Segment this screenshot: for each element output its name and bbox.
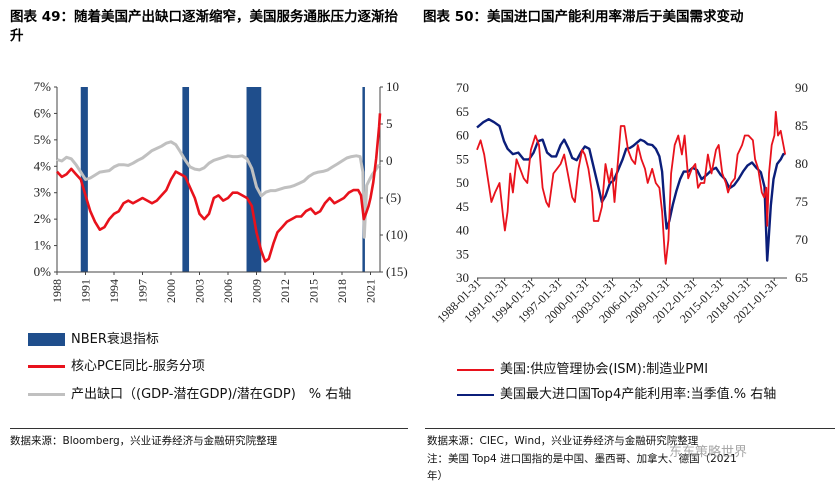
left-y-tick-label: 70: [456, 80, 469, 95]
output-gap-swatch: [28, 393, 65, 396]
x-tick-label: 1988: [50, 279, 64, 303]
left-y-tick-label: 65: [456, 104, 469, 119]
left-y-tick-label: 2%: [34, 211, 52, 226]
right-source-line1: 数据来源：CIEC，Wind，兴业证券经济与金融研究院整理: [427, 435, 699, 447]
x-tick-label: 2012: [278, 279, 292, 303]
x-tick-label: 1997: [136, 279, 150, 303]
pmi-swatch: [457, 368, 494, 371]
output-gap-line: [56, 140, 381, 239]
legend-core-pce-label: 核心PCE同比-服务分项: [71, 359, 205, 374]
legend-pmi-label: 美国:供应管理协会(ISM):制造业PMI: [500, 362, 709, 377]
left-y-tick-label: 35: [456, 246, 469, 261]
left-chart-title: 图表 49：随着美国产出缺口逐渐缩窄，美国服务通胀压力逐渐抬升: [10, 9, 398, 44]
right-y-tick-label: 70: [795, 232, 808, 247]
right-divider: [425, 428, 835, 429]
core-pce-swatch: [28, 365, 65, 368]
right-y-tick-label: (15): [386, 264, 408, 279]
legend-pmi: 美国:供应管理协会(ISM):制造业PMI: [457, 360, 708, 380]
core-pce-line: [56, 113, 382, 263]
left-y-tick-label: 40: [456, 223, 469, 238]
left-y-tick-label: 50: [456, 175, 469, 190]
x-tick-label: 2000: [164, 279, 178, 303]
right-y-tick-label: (5): [386, 190, 401, 205]
right-chart-svg: 3035404550556065706570758085901988-01-31…: [434, 80, 808, 326]
left-y-tick-label: 60: [456, 128, 469, 143]
x-tick-label: 2003: [193, 279, 207, 303]
left-y-tick-label: 6%: [34, 105, 52, 120]
right-y-tick-label: 10: [386, 79, 399, 94]
x-tick-label: 2021: [364, 279, 378, 303]
left-y-tick-label: 5%: [34, 132, 52, 147]
x-tick-label: 2009: [250, 279, 264, 303]
legend-nber: NBER衰退指标: [28, 330, 159, 350]
left-chart-panel: 图表 49：随着美国产出缺口逐渐缩窄，美国服务通胀压力逐渐抬升 0% 1% 2% 3%…: [0, 0, 410, 495]
left-y-tick-label: 45: [456, 199, 469, 214]
legend-output-gap: 产出缺口（(GDP-潜在GDP)/潜在GDP) % 右轴: [28, 385, 351, 405]
left-y-tick-label: 3%: [34, 185, 52, 200]
left-y-tick-label: 4%: [34, 158, 52, 173]
right-y-tick-label: 75: [795, 194, 808, 209]
left-y-tick-label: 55: [456, 151, 469, 166]
watermark: 东东策略世界: [669, 445, 748, 460]
right-y-tick-label: 65: [795, 270, 808, 285]
right-source-line2: 注：美国 Top4 进口国指的是中国、墨西哥、加拿大、德国（2021: [427, 453, 737, 465]
right-y-tick-label: 80: [795, 156, 808, 171]
left-chart-svg: 0% 1% 2% 3% 4% 5% 6% 7% (15) (10) (5) 0 5 10 1988 1991 1…: [34, 79, 408, 303]
pmi-line: [476, 110, 787, 265]
x-tick-label: 2018: [335, 279, 349, 303]
right-chart-title: 图表 50：美国进口国产能利用率滞后于美国需求变动: [423, 9, 744, 25]
left-y-tick-label: 7%: [34, 79, 52, 94]
right-y-tick-label: (10): [386, 227, 408, 242]
right-source-line3: 年）: [427, 470, 448, 482]
legend-nber-label: NBER衰退指标: [71, 332, 159, 347]
right-chart-panel: 图表 50：美国进口国产能利用率滞后于美国需求变动 30 35 40 45 50 55 60…: [421, 0, 838, 495]
capacity-utilization-line: [476, 117, 786, 262]
legend-capacity: 美国最大进口国Top4产能利用率:当季值.% 右轴: [457, 385, 776, 405]
x-tick-label: 1991: [79, 279, 93, 303]
left-y-tick-label: 1%: [34, 238, 52, 253]
x-tick-label: 2006: [221, 279, 235, 303]
left-source: 数据来源：Bloomberg，兴业证券经济与金融研究院整理: [10, 435, 278, 447]
nber-swatch: [28, 333, 65, 346]
x-tick-label: 1994: [107, 279, 121, 303]
right-y-tick-label: 85: [795, 118, 808, 133]
capacity-swatch: [457, 393, 494, 396]
left-y-tick-label: 0%: [34, 264, 52, 279]
legend-core-pce: 核心PCE同比-服务分项: [28, 357, 205, 377]
x-tick-label: 2015: [307, 279, 321, 303]
right-y-tick-label: 0: [386, 153, 393, 168]
left-y-tick-label: 30: [456, 270, 469, 285]
legend-capacity-label: 美国最大进口国Top4产能利用率:当季值.% 右轴: [500, 387, 777, 402]
right-y-tick-label: 5: [386, 116, 393, 131]
left-divider: [10, 428, 408, 429]
right-y-tick-label: 90: [795, 80, 808, 95]
legend-output-gap-label: 产出缺口（(GDP-潜在GDP)/潜在GDP) % 右轴: [71, 387, 352, 402]
